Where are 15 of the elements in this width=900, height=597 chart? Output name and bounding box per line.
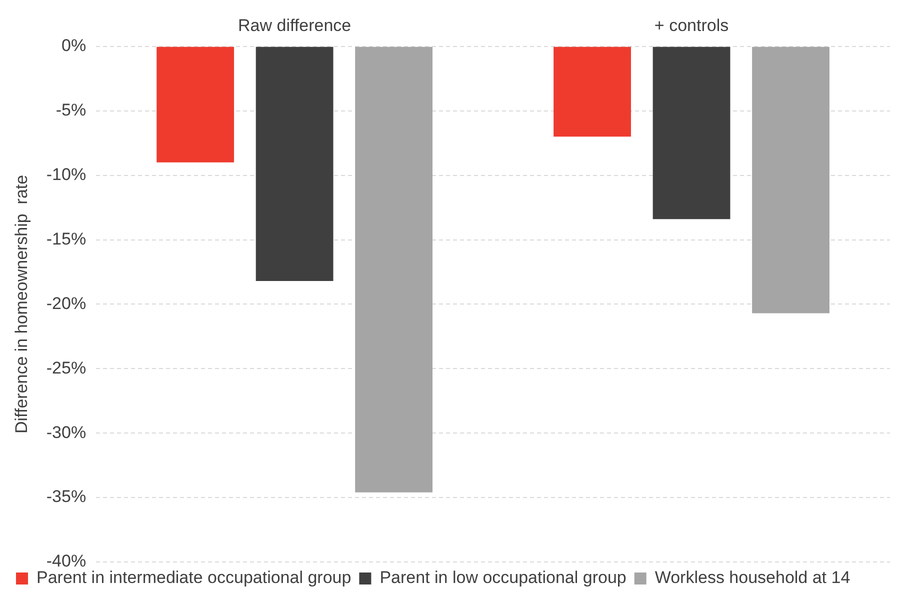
x-tick-label: Raw difference xyxy=(238,16,352,35)
y-tick-label: -5% xyxy=(56,100,86,120)
y-tick-label: -15% xyxy=(46,229,86,248)
y-tick-label: 0% xyxy=(62,36,86,56)
y-tick-label: -30% xyxy=(46,422,86,442)
legend-label: Parent in low occupational group xyxy=(380,568,626,588)
y-axis-title: Difference in homeownership rate xyxy=(12,174,31,434)
y-tick-label: -35% xyxy=(46,487,86,506)
legend-label: Workless household at 14 xyxy=(654,568,850,588)
y-tick-label: -20% xyxy=(46,294,86,313)
legend-label: Parent in intermediate occupational group xyxy=(36,568,352,588)
y-tick-label: -40% xyxy=(46,552,86,571)
y-tick-label: -25% xyxy=(46,358,86,378)
y-tick-label: -10% xyxy=(46,164,86,184)
x-tick-label: + controls xyxy=(654,16,729,35)
